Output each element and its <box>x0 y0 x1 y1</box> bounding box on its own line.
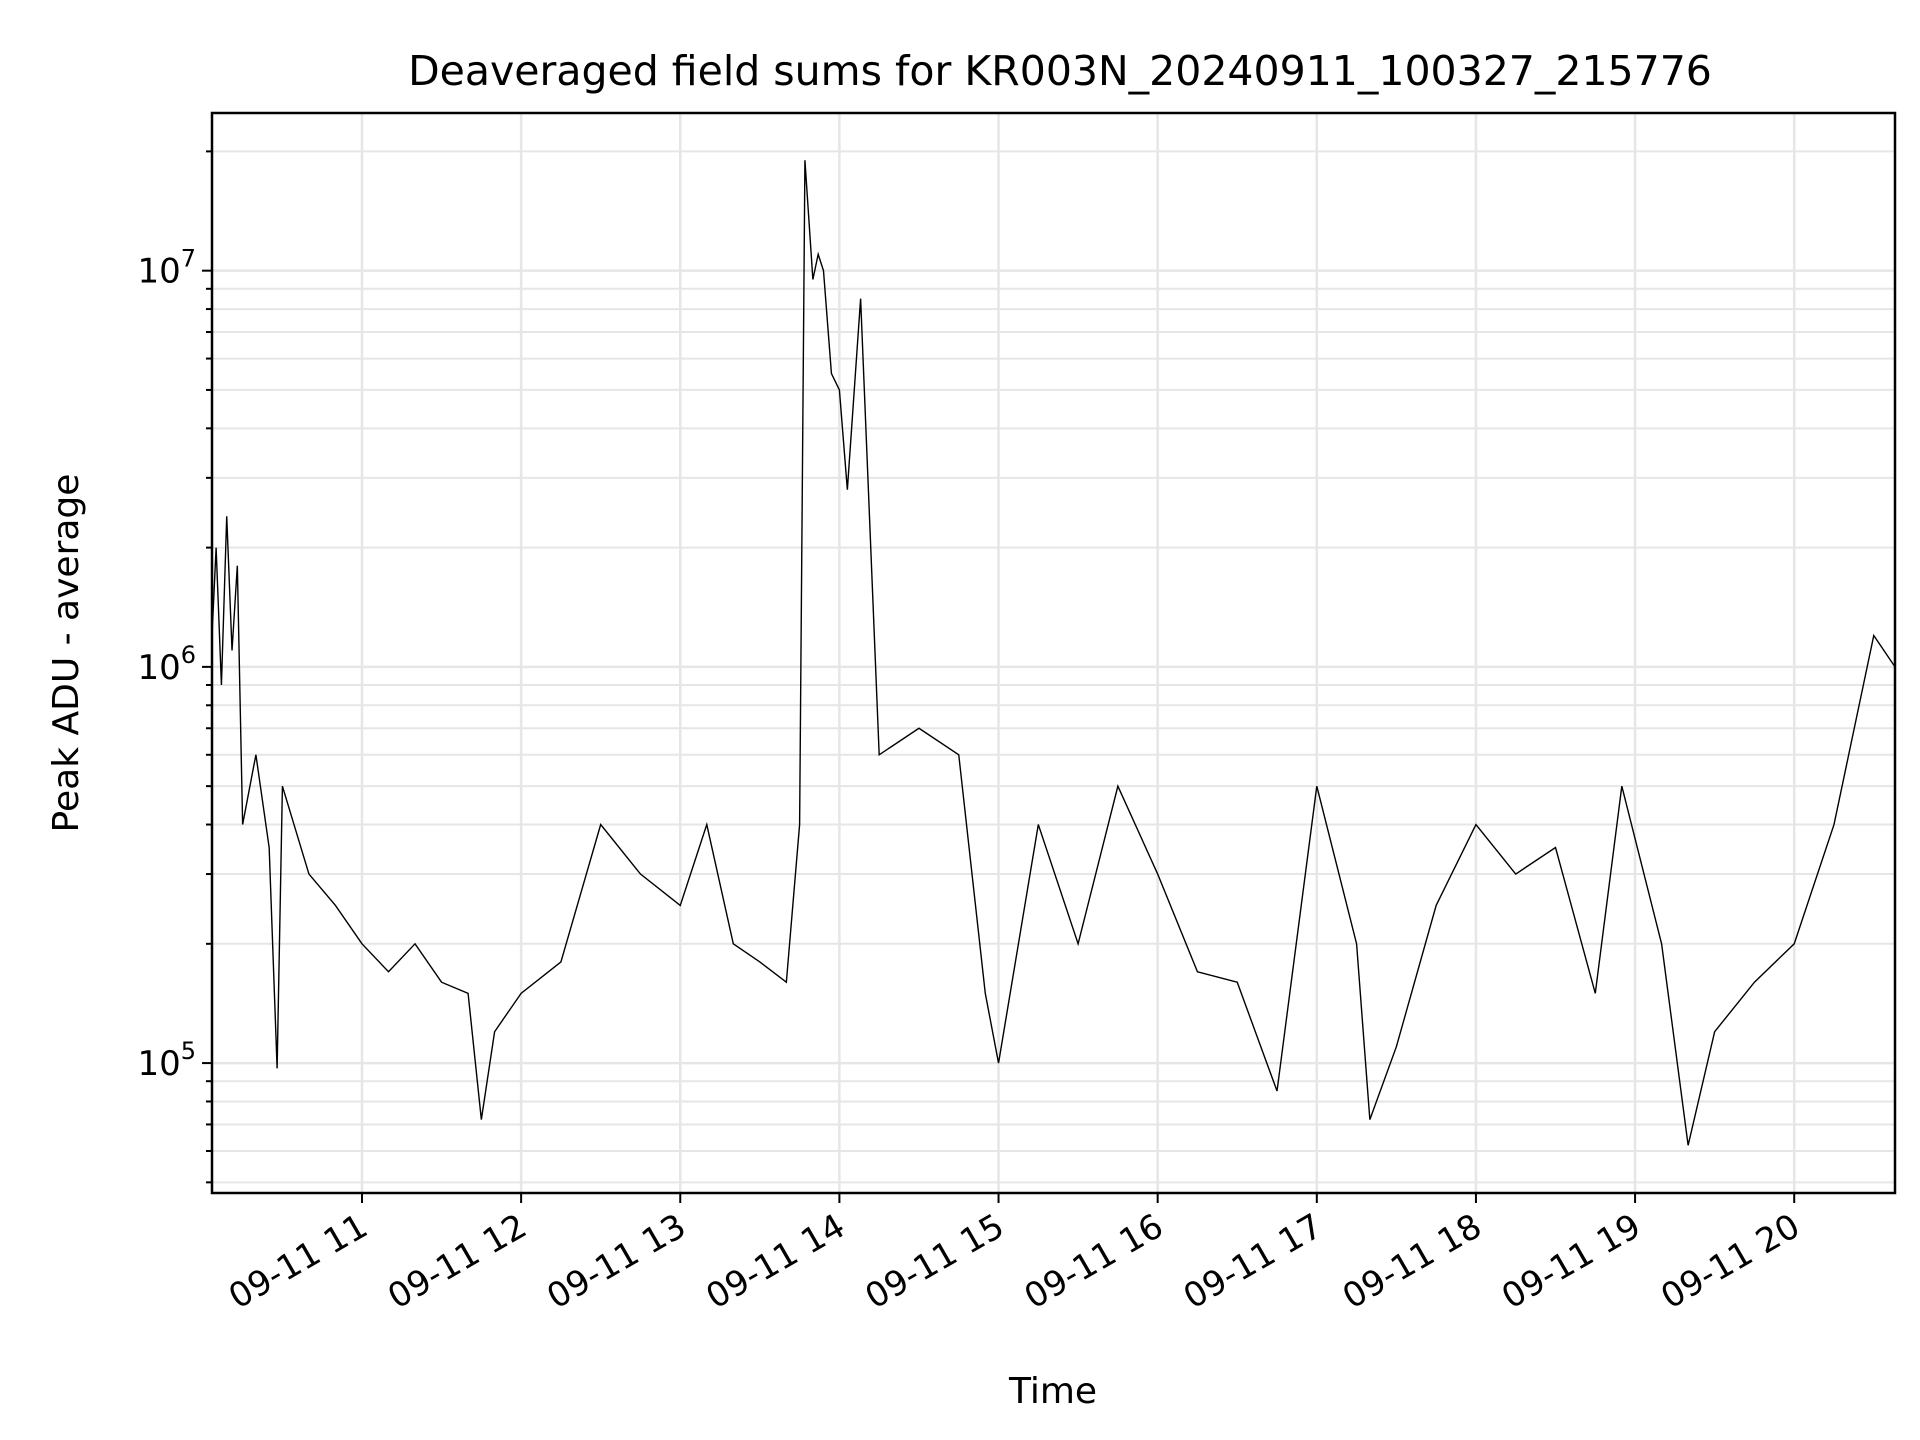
y-axis: 105 106 107 <box>137 150 212 1184</box>
y-axis-label: Peak ADU - average <box>46 474 87 833</box>
grid <box>212 113 1895 1193</box>
y-tick-label: 106 <box>137 641 196 688</box>
x-axis-label: Time <box>1008 1371 1097 1412</box>
series-line <box>211 160 1896 1146</box>
y-tick-label: 105 <box>137 1037 196 1084</box>
plot-frame <box>210 111 1897 1195</box>
plot-area <box>211 160 1896 1146</box>
chart-title: Deaveraged field sums for KR003N_2024091… <box>408 47 1712 95</box>
y-tick-label: 107 <box>137 245 196 292</box>
